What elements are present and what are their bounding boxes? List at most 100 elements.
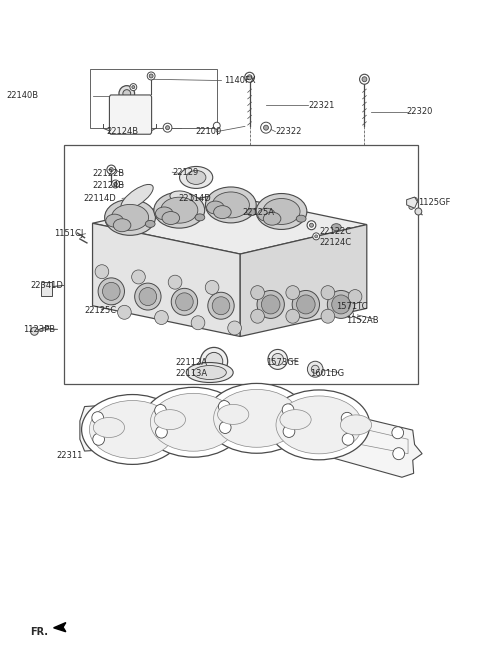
Ellipse shape [247, 209, 256, 216]
Bar [41, 281, 52, 296]
Ellipse shape [340, 415, 372, 435]
Ellipse shape [139, 287, 156, 306]
Ellipse shape [109, 167, 113, 172]
Ellipse shape [106, 214, 123, 227]
Ellipse shape [193, 365, 227, 380]
Ellipse shape [191, 316, 205, 330]
Ellipse shape [205, 280, 219, 295]
Text: 1123PB: 1123PB [23, 325, 55, 334]
Text: 22125A: 22125A [242, 209, 275, 217]
Text: 22321: 22321 [308, 101, 335, 110]
Ellipse shape [360, 74, 369, 84]
Text: 22322: 22322 [276, 127, 302, 136]
Ellipse shape [276, 396, 362, 454]
FancyBboxPatch shape [109, 95, 152, 134]
Text: 1151CJ: 1151CJ [54, 229, 83, 238]
Ellipse shape [321, 285, 335, 300]
Ellipse shape [180, 167, 213, 188]
Bar [64, 145, 419, 384]
Ellipse shape [195, 214, 205, 221]
Ellipse shape [31, 327, 38, 335]
Ellipse shape [89, 401, 175, 459]
Ellipse shape [132, 270, 145, 284]
Ellipse shape [286, 285, 300, 300]
Ellipse shape [261, 122, 271, 133]
Ellipse shape [409, 205, 414, 209]
Text: 22320: 22320 [407, 108, 433, 117]
Ellipse shape [176, 293, 193, 311]
Ellipse shape [228, 321, 241, 335]
Ellipse shape [212, 192, 250, 218]
Ellipse shape [331, 224, 341, 231]
Ellipse shape [156, 207, 173, 220]
Ellipse shape [168, 276, 182, 289]
Ellipse shape [262, 295, 280, 314]
Ellipse shape [205, 352, 223, 371]
Ellipse shape [105, 199, 156, 236]
Ellipse shape [348, 289, 362, 304]
Polygon shape [80, 395, 422, 478]
Ellipse shape [161, 197, 198, 223]
Ellipse shape [214, 205, 231, 218]
Ellipse shape [154, 409, 186, 430]
Ellipse shape [282, 404, 294, 416]
Ellipse shape [313, 233, 320, 240]
Ellipse shape [251, 309, 264, 323]
Ellipse shape [257, 291, 284, 318]
Text: 1125GF: 1125GF [419, 198, 451, 207]
Ellipse shape [130, 83, 137, 91]
Text: 22124B: 22124B [107, 127, 139, 136]
Ellipse shape [332, 295, 350, 314]
Text: FR.: FR. [30, 626, 48, 637]
Polygon shape [93, 194, 367, 254]
Ellipse shape [292, 291, 320, 318]
Bar [90, 70, 217, 129]
Ellipse shape [321, 309, 335, 323]
Text: 1601DG: 1601DG [310, 369, 344, 379]
Ellipse shape [95, 265, 109, 279]
Ellipse shape [155, 310, 168, 325]
Ellipse shape [82, 394, 183, 464]
Text: 22112A: 22112A [176, 358, 207, 367]
Ellipse shape [163, 123, 172, 132]
Ellipse shape [272, 354, 284, 365]
Text: 22124C: 22124C [319, 238, 351, 247]
Text: 1140FX: 1140FX [224, 76, 255, 85]
Ellipse shape [264, 125, 268, 130]
Ellipse shape [264, 212, 281, 225]
Ellipse shape [258, 208, 275, 221]
Ellipse shape [268, 390, 370, 460]
Ellipse shape [212, 297, 230, 315]
Ellipse shape [217, 405, 249, 424]
Text: 1573GE: 1573GE [266, 358, 299, 367]
Ellipse shape [98, 278, 124, 305]
Ellipse shape [107, 165, 116, 174]
Ellipse shape [154, 192, 204, 228]
Ellipse shape [415, 208, 422, 215]
Ellipse shape [112, 180, 120, 188]
Ellipse shape [156, 426, 168, 438]
Ellipse shape [111, 205, 149, 230]
Text: 22114D: 22114D [83, 194, 116, 203]
Text: 1152AB: 1152AB [346, 316, 378, 325]
Ellipse shape [205, 187, 256, 223]
Ellipse shape [286, 309, 300, 323]
Ellipse shape [263, 199, 300, 224]
Ellipse shape [186, 171, 206, 184]
Ellipse shape [43, 285, 51, 294]
Ellipse shape [218, 401, 230, 413]
Ellipse shape [256, 194, 307, 230]
Text: 22129: 22129 [172, 168, 199, 176]
Ellipse shape [206, 201, 224, 214]
Ellipse shape [307, 220, 316, 230]
Ellipse shape [119, 86, 134, 102]
Ellipse shape [280, 409, 311, 430]
Ellipse shape [149, 74, 153, 78]
Ellipse shape [170, 191, 193, 203]
Ellipse shape [296, 215, 306, 222]
Ellipse shape [219, 422, 231, 434]
Text: 22113A: 22113A [176, 369, 208, 379]
Ellipse shape [347, 311, 353, 318]
Ellipse shape [335, 295, 343, 302]
Ellipse shape [214, 390, 300, 447]
